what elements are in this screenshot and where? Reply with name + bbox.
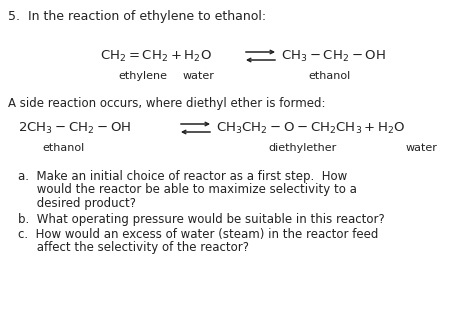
Text: 5.  In the reaction of ethylene to ethanol:: 5. In the reaction of ethylene to ethano… bbox=[8, 10, 266, 23]
Text: would the reactor be able to maximize selectivity to a: would the reactor be able to maximize se… bbox=[18, 184, 357, 197]
Text: ethanol: ethanol bbox=[308, 71, 350, 81]
Text: c.  How would an excess of water (steam) in the reactor feed: c. How would an excess of water (steam) … bbox=[18, 228, 378, 241]
Text: A side reaction occurs, where diethyl ether is formed:: A side reaction occurs, where diethyl et… bbox=[8, 97, 326, 110]
Text: $\mathrm{CH_3CH_2 - O - CH_2CH_3 + H_2O}$: $\mathrm{CH_3CH_2 - O - CH_2CH_3 + H_2O}… bbox=[216, 121, 406, 136]
Text: $\mathrm{CH_2 = CH_2 + H_2O}$: $\mathrm{CH_2 = CH_2 + H_2O}$ bbox=[100, 49, 212, 64]
Text: affect the selectivity of the reactor?: affect the selectivity of the reactor? bbox=[18, 242, 249, 255]
Text: b.  What operating pressure would be suitable in this reactor?: b. What operating pressure would be suit… bbox=[18, 212, 385, 225]
Text: $\mathrm{2CH_3 - CH_2 - OH}$: $\mathrm{2CH_3 - CH_2 - OH}$ bbox=[18, 121, 131, 136]
Text: $\mathrm{CH_3 - CH_2 - OH}$: $\mathrm{CH_3 - CH_2 - OH}$ bbox=[281, 49, 386, 64]
Text: ethylene: ethylene bbox=[118, 71, 167, 81]
Text: a.  Make an initial choice of reactor as a first step.  How: a. Make an initial choice of reactor as … bbox=[18, 170, 347, 183]
Text: water: water bbox=[406, 143, 438, 153]
Text: ethanol: ethanol bbox=[42, 143, 84, 153]
Text: desired product?: desired product? bbox=[18, 197, 136, 210]
Text: water: water bbox=[183, 71, 215, 81]
Text: diethylether: diethylether bbox=[268, 143, 336, 153]
